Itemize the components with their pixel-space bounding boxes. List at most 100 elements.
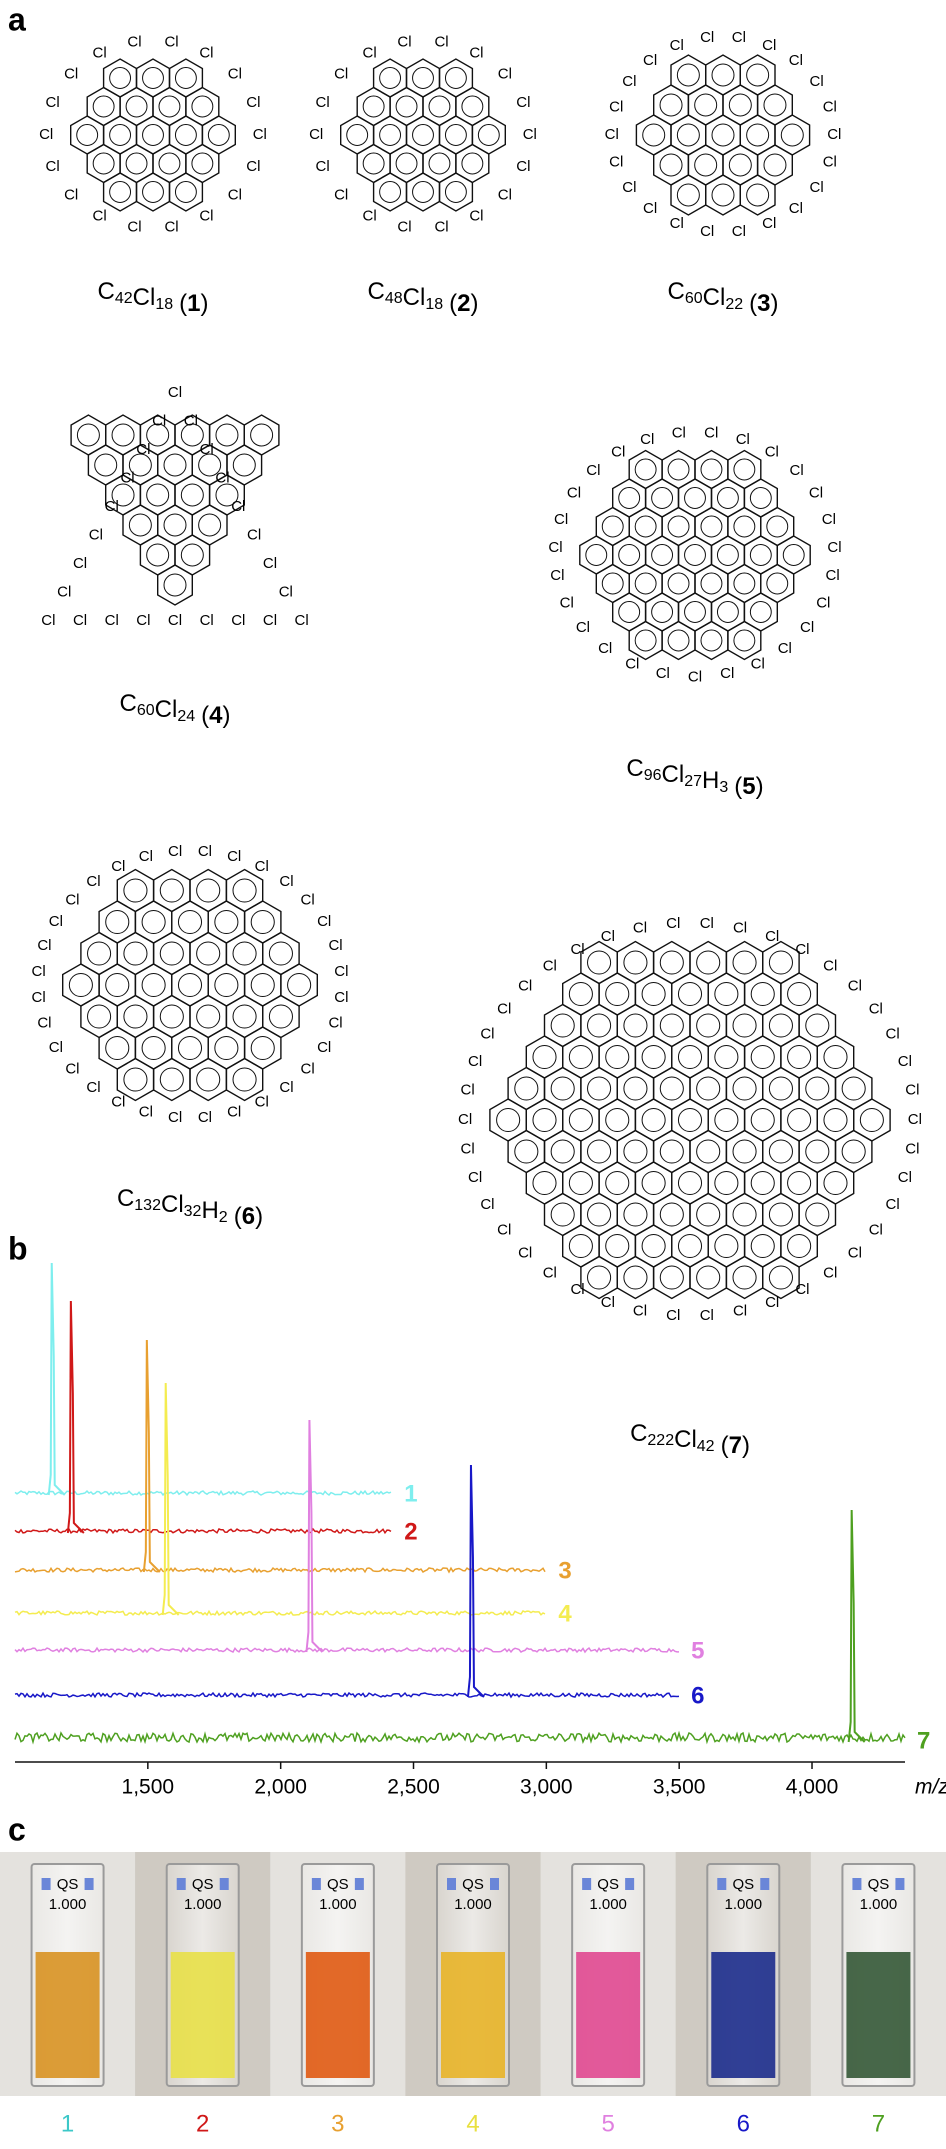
- substituent-label: Cl: [227, 848, 241, 865]
- aromatic-circle: [750, 1233, 775, 1259]
- ring: [743, 1161, 782, 1205]
- aromatic-circle: [696, 1202, 721, 1227]
- substituent-label: Cl: [700, 29, 714, 46]
- ring: [152, 994, 191, 1039]
- substituent-label: Cl: [247, 526, 261, 543]
- cap-text: 1.000: [589, 1896, 627, 1913]
- aromatic-circle: [250, 972, 275, 998]
- ring: [168, 58, 204, 98]
- substituent-label: Cl: [334, 963, 348, 980]
- ring: [372, 58, 408, 98]
- aromatic-circle: [787, 1044, 812, 1070]
- ring: [580, 1003, 618, 1048]
- substituent-label: Cl: [732, 223, 746, 240]
- aromatic-circle: [587, 1013, 612, 1038]
- ring: [677, 592, 713, 632]
- ring: [671, 1098, 709, 1142]
- aromatic-circle: [568, 981, 593, 1007]
- aromatic-circle: [732, 950, 757, 975]
- aromatic-circle: [142, 124, 164, 146]
- aromatic-circle: [841, 1076, 866, 1101]
- substituent-label: Cl: [164, 219, 178, 236]
- cap-text: 1.000: [319, 1896, 357, 1913]
- aromatic-circle: [787, 1107, 812, 1133]
- substituent-label: Cl: [672, 424, 686, 441]
- substituent-label: Cl: [609, 154, 623, 171]
- aromatic-circle: [732, 1202, 757, 1227]
- ring: [189, 994, 228, 1039]
- ring: [135, 58, 171, 98]
- ring: [356, 86, 391, 127]
- ring: [185, 86, 220, 127]
- aromatic-circle: [605, 1044, 630, 1070]
- substituent-label: Cl: [640, 431, 654, 448]
- aromatic-circle: [659, 950, 684, 975]
- aromatic-circle: [787, 981, 812, 1007]
- ring: [562, 1098, 600, 1142]
- ring: [262, 931, 300, 976]
- ring: [104, 414, 142, 456]
- ring: [780, 1161, 818, 1205]
- aromatic-circle: [346, 124, 369, 146]
- aromatic-circle: [746, 183, 770, 207]
- substituent-label: Cl: [601, 1294, 615, 1311]
- substituent-label: Cl: [498, 66, 512, 83]
- ring: [743, 1224, 782, 1268]
- aromatic-circle: [714, 1170, 739, 1196]
- aromatic-circle: [395, 95, 418, 118]
- cap-text: 1.000: [725, 1896, 763, 1913]
- aromatic-circle: [379, 124, 402, 146]
- substituent-label: Cl: [73, 555, 87, 572]
- substituent-label: Cl: [609, 98, 623, 115]
- aromatic-circle: [444, 67, 467, 89]
- compound-number: 6: [242, 1203, 255, 1230]
- x-tick-label: 2,000: [254, 1776, 307, 1799]
- aromatic-circle: [362, 152, 385, 175]
- ring: [525, 1098, 564, 1142]
- aromatic-circle: [128, 513, 152, 537]
- ring: [762, 1129, 800, 1174]
- substituent-label: Cl: [334, 66, 348, 83]
- substituent-label: Cl: [601, 928, 615, 945]
- ring: [438, 172, 474, 212]
- ring: [652, 940, 691, 985]
- qs-tag-right: [354, 1878, 364, 1890]
- peak: [66, 1300, 85, 1534]
- aromatic-circle: [141, 909, 166, 935]
- substituent-label: Cl: [733, 919, 747, 936]
- substituent-label: Cl: [908, 1111, 922, 1128]
- cuvette-label: 1: [61, 2110, 74, 2137]
- substituent-label: Cl: [397, 219, 411, 236]
- ring: [119, 86, 154, 127]
- aromatic-circle: [696, 1139, 721, 1164]
- aromatic-circle: [146, 483, 170, 507]
- substituent-label: Cl: [822, 511, 836, 528]
- aromatic-circle: [766, 515, 789, 538]
- ring: [208, 414, 246, 456]
- substituent-label: Cl: [570, 1281, 584, 1298]
- aromatic-circle: [250, 423, 274, 447]
- x-tick-label: 2,500: [387, 1776, 440, 1799]
- substituent-label: Cl: [301, 1061, 315, 1078]
- substituent-label: Cl: [363, 45, 377, 62]
- substituent-label: Cl: [64, 66, 78, 83]
- aromatic-circle: [141, 1035, 166, 1061]
- ring: [652, 1003, 691, 1048]
- ring: [628, 449, 663, 490]
- ring: [816, 1161, 855, 1205]
- substituent-label: Cl: [823, 1265, 837, 1282]
- substituent-label: Cl: [168, 1109, 182, 1126]
- aromatic-circle: [732, 1265, 757, 1290]
- ring: [152, 931, 191, 976]
- substituent-label: Cl: [848, 1245, 862, 1262]
- substituent-label: Cl: [468, 1053, 482, 1070]
- compound-number: 2: [457, 290, 470, 317]
- ring: [116, 931, 155, 976]
- ring: [152, 86, 187, 127]
- ring: [725, 1003, 764, 1048]
- aromatic-circle: [684, 544, 706, 566]
- ring: [816, 1098, 855, 1142]
- substituent-label: Cl: [622, 179, 636, 196]
- qs-tag-left: [852, 1878, 862, 1890]
- trace-baseline: [14, 1691, 680, 1699]
